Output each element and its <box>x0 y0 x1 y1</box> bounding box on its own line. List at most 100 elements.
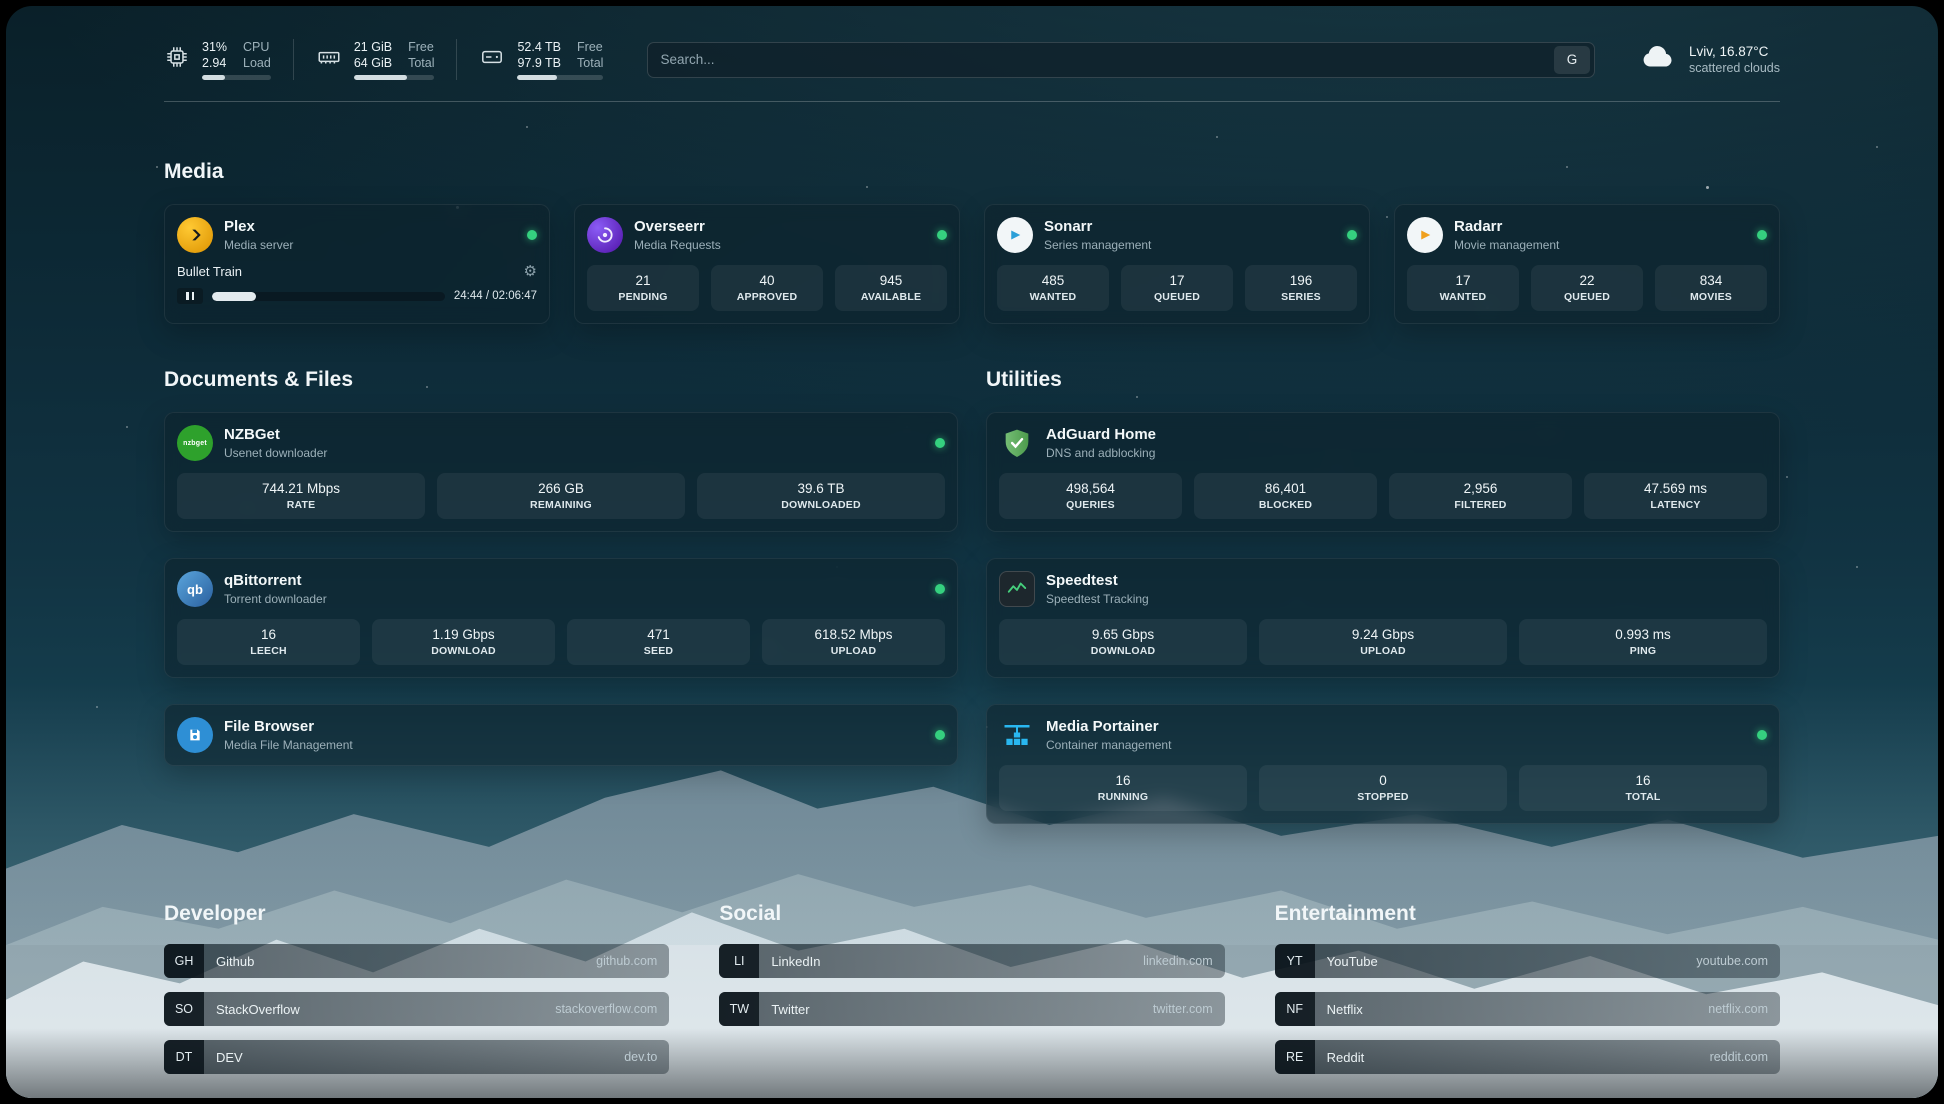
service-subtitle: Movie management <box>1454 237 1560 252</box>
status-dot <box>937 230 947 240</box>
service-card-overseerr[interactable]: Overseerr Media Requests 21 PENDING 40 APP… <box>574 204 960 324</box>
stat-queued: 22 QUEUED <box>1531 265 1643 311</box>
service-name: Media Portainer <box>1046 718 1159 736</box>
bookmark-name: DEV <box>216 1049 243 1065</box>
bookmark-linkedin[interactable]: LI LinkedIn linkedin.com <box>719 944 1225 978</box>
bookmark-name: Twitter <box>771 1001 810 1017</box>
cpu-icon <box>164 44 190 75</box>
service-card-radarr[interactable]: Radarr Movie management 17 WANTED 22 QUEUE… <box>1394 204 1780 324</box>
stat-running: 16 RUNNING <box>999 765 1247 811</box>
bookmark-abbr: GH <box>164 944 204 978</box>
bookmark-domain: twitter.com <box>1152 1002 1213 1016</box>
sonarr-icon <box>997 217 1033 253</box>
service-name: Plex <box>224 218 255 236</box>
entertainment-section-title: Entertainment <box>1274 902 1416 925</box>
stat-pending: 21 PENDING <box>587 265 699 311</box>
service-subtitle: Media server <box>224 237 294 252</box>
memory-free-value: 21 GiB <box>353 39 393 54</box>
service-name: Speedtest <box>1046 572 1118 590</box>
service-subtitle: Speedtest Tracking <box>1046 591 1149 606</box>
service-subtitle: Usenet downloader <box>224 445 328 460</box>
disk-progress-fill <box>517 75 557 81</box>
bookmark-abbr: SO <box>164 992 204 1026</box>
social-section-title: Social <box>719 902 782 925</box>
bookmark-name: LinkedIn <box>771 953 821 969</box>
weather-location: Lviv, 16.87°C <box>1688 44 1769 59</box>
status-dot <box>1757 730 1767 740</box>
bookmark-abbr: DT <box>164 1040 204 1074</box>
status-dot <box>935 438 945 448</box>
search-bar[interactable]: G <box>647 41 1595 78</box>
stat-series: 196 SERIES <box>1245 265 1357 311</box>
bookmark-name: StackOverflow <box>216 1001 300 1017</box>
stat-remaining: 266 GB REMAINING <box>437 473 685 519</box>
developer-section-title: Developer <box>164 902 266 925</box>
service-card-filebrowser[interactable]: File Browser Media File Management <box>164 704 958 766</box>
memory-progress-bar <box>353 75 435 81</box>
header-divider <box>164 101 1780 102</box>
service-card-plex[interactable]: Plex Media server Bullet Train ⚙ <box>164 204 550 324</box>
memory-progress-fill <box>353 75 408 81</box>
stat-ping: 0.993 ms PING <box>1519 619 1767 665</box>
bookmark-youtube[interactable]: YT YouTube youtube.com <box>1274 944 1780 978</box>
bookmark-domain: github.com <box>596 954 658 968</box>
service-card-speedtest[interactable]: Speedtest Speedtest Tracking 9.65 Gbps DO… <box>986 558 1780 678</box>
cloud-icon <box>1639 38 1677 81</box>
stat-seed: 471 SEED <box>567 619 750 665</box>
service-card-sonarr[interactable]: Sonarr Series management 485 WANTED 17 QUE… <box>984 204 1370 324</box>
portainer-icon <box>999 717 1035 753</box>
top-bar: 31% CPU 2.94 Load 21 GiB Free <box>164 6 1780 81</box>
status-dot <box>935 584 945 594</box>
plex-icon <box>177 217 213 253</box>
service-name: File Browser <box>224 718 315 736</box>
bookmark-abbr: YT <box>1274 944 1315 978</box>
search-input[interactable] <box>660 52 1554 67</box>
speedtest-icon <box>999 571 1035 607</box>
gear-icon[interactable]: ⚙ <box>523 263 537 280</box>
weather-widget: Lviv, 16.87°C scattered clouds <box>1639 38 1780 81</box>
service-name: Sonarr <box>1044 218 1093 236</box>
bookmark-stackoverflow[interactable]: SO StackOverflow stackoverflow.com <box>164 992 670 1026</box>
stat-rate: 744.21 Mbps RATE <box>177 473 425 519</box>
status-dot <box>527 230 537 240</box>
bookmark-reddit[interactable]: RE Reddit reddit.com <box>1274 1040 1780 1074</box>
stat-movies: 834 MOVIES <box>1655 265 1767 311</box>
bookmark-name: Netflix <box>1326 1001 1363 1017</box>
disk-free-label: Free <box>577 39 603 54</box>
disk-free-value: 52.4 TB <box>517 39 562 54</box>
search-provider-button[interactable]: G <box>1553 45 1590 74</box>
cpu-usage-value: 31% <box>202 39 228 54</box>
stat-stopped: 0 STOPPED <box>1259 765 1507 811</box>
bookmark-dev[interactable]: DT DEV dev.to <box>164 1040 670 1074</box>
bookmark-name: Reddit <box>1326 1049 1365 1065</box>
pause-button[interactable] <box>177 288 203 304</box>
bookmark-domain: youtube.com <box>1696 954 1768 968</box>
playback-progress-bar[interactable] <box>212 291 445 301</box>
service-name: AdGuard Home <box>1046 426 1157 444</box>
memory-widget: 21 GiB Free 64 GiB Total <box>292 38 435 81</box>
memory-free-label: Free <box>408 39 434 54</box>
now-playing-title: Bullet Train <box>177 264 243 279</box>
stat-upload: 618.52 Mbps UPLOAD <box>762 619 945 665</box>
bookmark-twitter[interactable]: TW Twitter twitter.com <box>719 992 1225 1026</box>
utilities-section-title: Utilities <box>986 368 1062 391</box>
service-card-portainer[interactable]: Media Portainer Container management 16 R… <box>986 704 1780 824</box>
bookmark-group-developer: Developer GH Github github.com SO StackO… <box>164 902 670 1074</box>
service-subtitle: Torrent downloader <box>224 591 327 606</box>
disk-total-value: 97.9 TB <box>517 56 562 70</box>
nzbget-icon: nzbget <box>177 425 213 461</box>
playback-time: 24:44 / 02:06:47 <box>453 290 537 302</box>
service-card-nzbget[interactable]: nzbget NZBGet Usenet downloader 744.21 M… <box>164 412 958 532</box>
documents-section-title: Documents & Files <box>164 368 354 391</box>
stat-upload: 9.24 Gbps UPLOAD <box>1259 619 1507 665</box>
bookmark-abbr: NF <box>1274 992 1315 1026</box>
service-card-qbittorrent[interactable]: qb qBittorrent Torrent downloader 16 LEEC… <box>164 558 958 678</box>
bookmark-netflix[interactable]: NF Netflix netflix.com <box>1274 992 1780 1026</box>
bookmark-github[interactable]: GH Github github.com <box>164 944 670 978</box>
service-card-adguard[interactable]: AdGuard Home DNS and adblocking 498,564 Q… <box>986 412 1780 532</box>
bookmark-group-entertainment: Entertainment YT YouTube youtube.com NF … <box>1274 902 1780 1074</box>
section-utilities: Utilities AdGuard Home DNS and <box>986 368 1780 824</box>
stat-downloaded: 39.6 TB DOWNLOADED <box>697 473 945 519</box>
filebrowser-icon <box>177 717 213 753</box>
service-name: qBittorrent <box>224 572 302 590</box>
